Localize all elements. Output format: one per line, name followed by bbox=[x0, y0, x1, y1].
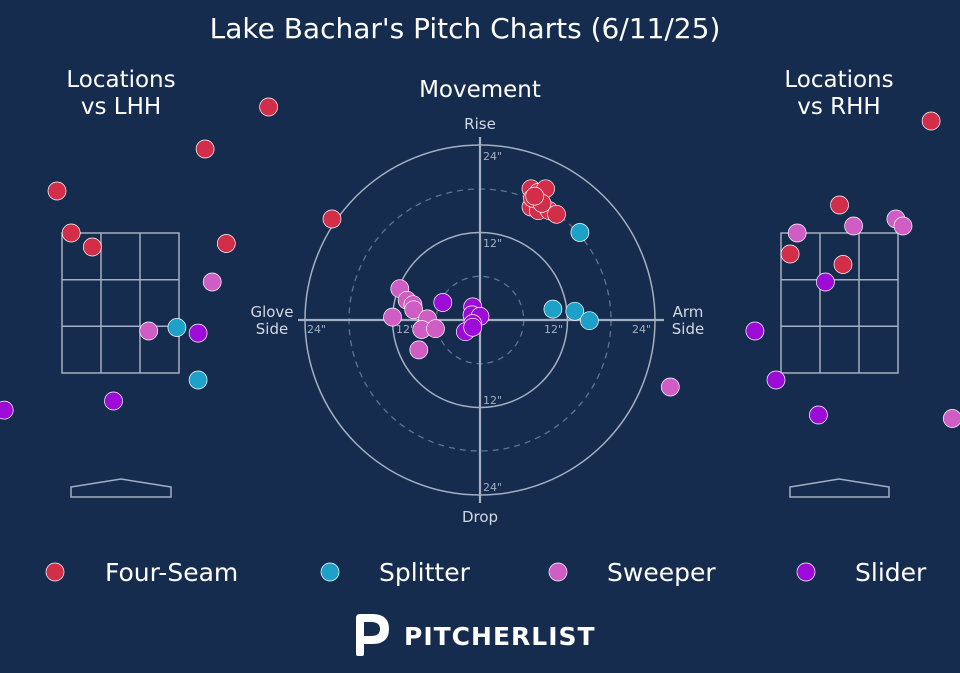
legend-label-sweeper: Sweeper bbox=[607, 558, 716, 587]
axis-label-arm-side-line2: Side bbox=[672, 320, 704, 338]
rhh-point-sweeper bbox=[844, 216, 863, 236]
rhh-point-four-seam bbox=[921, 111, 941, 131]
pitcherlist-logo-icon bbox=[356, 614, 389, 656]
movement-point-splitter bbox=[580, 311, 599, 331]
rhh-point-sweeper bbox=[660, 377, 680, 397]
rhh-point-slider bbox=[816, 272, 835, 292]
movement-point-splitter bbox=[543, 299, 563, 319]
lhh-point-four-seam bbox=[61, 223, 81, 243]
movement-panel-title: Movement bbox=[419, 77, 541, 103]
rhh-strike-zone bbox=[780, 232, 899, 374]
lhh-panel-title-line2: vs LHH bbox=[81, 94, 161, 120]
movement-point-slider bbox=[463, 317, 483, 337]
brand-wordmark-light: LIST bbox=[531, 622, 595, 651]
lhh-home-plate bbox=[70, 478, 172, 498]
rhh-point-sweeper bbox=[893, 216, 913, 236]
legend-marker-slider bbox=[796, 562, 816, 582]
lhh-panel-title-line1: Locations bbox=[66, 67, 175, 93]
lhh-point-four-seam bbox=[216, 234, 236, 253]
rhh-point-sweeper bbox=[942, 409, 960, 428]
rhh-panel-title-line2: vs RHH bbox=[797, 94, 880, 120]
legend-label-splitter: Splitter bbox=[379, 558, 471, 587]
lhh-point-four-seam bbox=[82, 237, 102, 257]
brand-wordmark: PITCHERLIST bbox=[404, 622, 596, 651]
lhh-points bbox=[0, 97, 342, 420]
axis-label-glove-side-line2: Side bbox=[256, 320, 288, 338]
legend-label-four-seam: Four-Seam bbox=[105, 558, 238, 587]
lhh-point-four-seam bbox=[47, 181, 67, 201]
rhh-home-plate bbox=[789, 478, 890, 498]
chart-title: Lake Bachar's Pitch Charts (6/11/25) bbox=[210, 12, 721, 45]
lhh-point-slider bbox=[188, 323, 208, 343]
lhh-strike-zone bbox=[61, 232, 180, 374]
rhh-point-slider bbox=[745, 321, 765, 341]
tick-top-12: 12" bbox=[483, 237, 502, 250]
tick-bottom-12: 12" bbox=[483, 394, 502, 407]
movement-point-slider bbox=[433, 293, 453, 312]
lhh-point-slider bbox=[104, 391, 123, 411]
legend-marker-splitter bbox=[320, 562, 340, 582]
tick-top-24: 24" bbox=[483, 150, 502, 163]
tick-left-24: 24" bbox=[307, 323, 326, 336]
axis-label-arm-side-line1: Arm bbox=[673, 303, 704, 321]
movement-point-four-seam bbox=[547, 204, 566, 224]
movement-point-sweeper bbox=[383, 307, 402, 327]
axis-label-rise: Rise bbox=[464, 115, 496, 133]
lhh-point-four-seam bbox=[195, 139, 215, 159]
lhh-point-four-seam bbox=[259, 97, 278, 117]
tick-right-12: 12" bbox=[544, 323, 563, 336]
movement-point-sweeper bbox=[426, 319, 445, 339]
rhh-point-four-seam bbox=[780, 244, 800, 264]
movement-points bbox=[383, 179, 599, 360]
tick-left-12: 12" bbox=[396, 323, 415, 336]
rhh-point-sweeper bbox=[787, 223, 807, 243]
rhh-point-slider bbox=[766, 370, 786, 390]
tick-bottom-24: 24" bbox=[483, 481, 502, 494]
lhh-point-slider bbox=[0, 400, 14, 420]
legend: Four-Seam Splitter Sweeper Slider bbox=[45, 558, 927, 587]
axis-label-drop: Drop bbox=[462, 508, 498, 526]
lhh-point-sweeper bbox=[202, 272, 222, 292]
tick-right-24: 24" bbox=[632, 323, 651, 336]
movement-point-splitter bbox=[570, 223, 590, 242]
movement-point-sweeper bbox=[404, 300, 424, 320]
brand-wordmark-bold: PITCHER bbox=[404, 622, 531, 651]
lhh-point-splitter bbox=[167, 318, 187, 337]
rhh-point-four-seam bbox=[833, 255, 853, 274]
legend-marker-four-seam bbox=[45, 562, 65, 582]
lhh-point-sweeper bbox=[139, 321, 159, 341]
movement-point-sweeper bbox=[409, 340, 429, 360]
lhh-point-splitter bbox=[188, 370, 208, 390]
legend-label-slider: Slider bbox=[855, 558, 927, 587]
rhh-point-four-seam bbox=[830, 195, 849, 215]
lhh-point-four-seam bbox=[322, 209, 342, 229]
legend-marker-sweeper bbox=[548, 562, 568, 582]
movement-point-splitter bbox=[565, 301, 585, 321]
axis-label-glove-side-line1: Glove bbox=[250, 303, 293, 321]
movement-point-four-seam bbox=[525, 186, 545, 206]
rhh-points bbox=[660, 111, 960, 428]
rhh-point-slider bbox=[809, 405, 828, 425]
rhh-panel-title-line1: Locations bbox=[784, 67, 893, 93]
